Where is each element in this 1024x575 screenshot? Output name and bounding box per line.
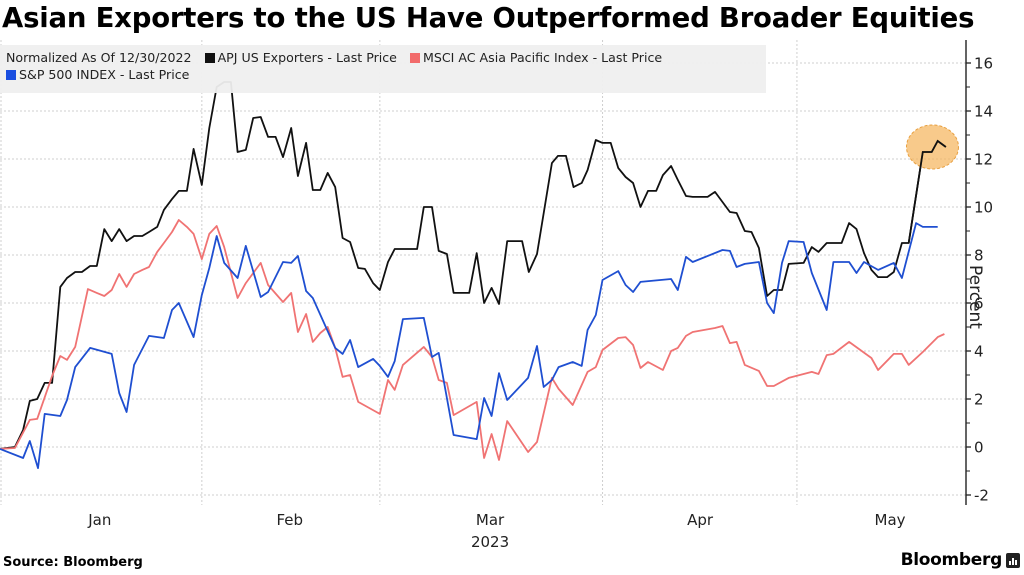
series-line-2 (0, 222, 938, 469)
legend-background (0, 45, 766, 93)
legend: Normalized As Of 12/30/2022 APJ US Expor… (6, 50, 662, 83)
y-tick-label: 6 (974, 295, 984, 313)
series-line-1 (0, 219, 945, 461)
y-tick-label: 12 (974, 151, 993, 169)
series-line-0-highlight (907, 139, 947, 244)
brand-logo-text: Bloomberg (900, 550, 1003, 570)
legend-label: MSCI AC Asia Pacific Index - Last Price (422, 50, 663, 65)
y-tick-label: 10 (974, 199, 993, 217)
x-tick-label: Feb (276, 511, 303, 529)
annotations (905, 124, 959, 244)
x-tick-label: May (875, 511, 906, 529)
y-axis: -2 0 2 4 6 8 10 12 14 16 (965, 40, 993, 505)
legend-item-msci: MSCI AC Asia Pacific Index - Last Price (409, 50, 663, 67)
bloomberg-logo-icon (1006, 553, 1020, 568)
legend-swatch-icon (409, 53, 420, 63)
y-axis-label: Percent (965, 265, 985, 329)
x-tick-label: Jan (87, 511, 111, 529)
legend-item-sp500: S&P 500 INDEX - Last Price (6, 67, 662, 84)
legend-label: APJ US Exporters - Last Price (217, 50, 397, 65)
legend-swatch-icon (204, 53, 215, 63)
x-tick-label: Mar (476, 511, 505, 529)
legend-label: S&P 500 INDEX - Last Price (19, 66, 190, 82)
y-tick-label: 0 (974, 439, 984, 457)
y-tick-label: -2 (974, 487, 989, 505)
legend-header: Normalized As Of 12/30/2022 (6, 50, 192, 65)
gridlines (0, 40, 966, 505)
highlight-circle (905, 124, 959, 170)
y-tick-label: 8 (974, 247, 984, 265)
series-lines (0, 81, 947, 469)
source-note: Source: Bloomberg (3, 555, 143, 570)
x-tick-label: Apr (687, 511, 714, 529)
x-axis: Jan Feb Mar Apr May 2023 (87, 511, 905, 551)
y-tick-label: 4 (974, 343, 984, 361)
y-tick-label: 2 (974, 391, 984, 409)
x-axis-year-label: 2023 (471, 533, 509, 551)
series-line-0 (0, 81, 947, 450)
legend-swatch-icon (6, 69, 16, 80)
chart-title: Asian Exporters to the US Have Outperfor… (2, 2, 975, 34)
y-tick-label: 16 (974, 55, 993, 73)
legend-item-apj: APJ US Exporters - Last Price (204, 50, 397, 67)
y-tick-label: 14 (974, 103, 993, 121)
